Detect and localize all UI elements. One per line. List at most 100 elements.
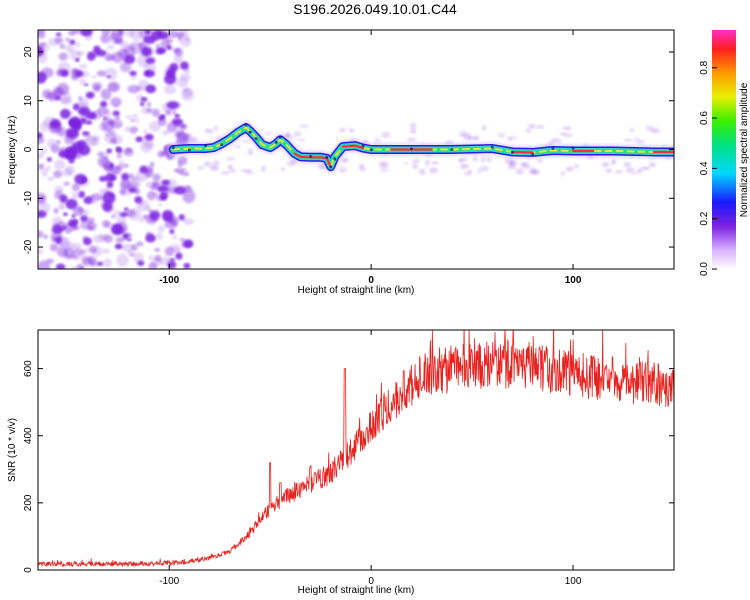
noise-speckle — [130, 118, 135, 123]
noise-speckle — [75, 57, 80, 62]
noise-speckle — [49, 243, 59, 252]
noise-speckle — [97, 107, 109, 115]
noise-speckle — [71, 266, 76, 269]
noise-speckle — [69, 50, 81, 61]
noise-speckle — [110, 175, 117, 181]
ridge-edge-dot — [278, 135, 282, 139]
noise-speckle — [143, 129, 148, 134]
noise-speckle — [640, 166, 650, 171]
snr-frame — [37, 329, 675, 571]
noise-speckle — [54, 159, 66, 170]
noise-speckle — [183, 67, 190, 74]
noise-speckle — [190, 136, 198, 143]
noise-speckle — [145, 205, 152, 212]
noise-speckle — [177, 164, 183, 170]
spectrogram-y-axis-label: Frequency (Hz) — [7, 116, 18, 185]
noise-speckle — [69, 39, 76, 45]
noise-speckle — [85, 147, 92, 153]
noise-speckle — [98, 175, 108, 182]
noise-speckle — [139, 30, 151, 38]
noise-speckle — [55, 32, 62, 37]
noise-speckle — [122, 163, 129, 168]
ridge-edge-dot — [171, 146, 175, 150]
noise-speckle — [72, 191, 80, 200]
noise-speckle — [136, 241, 144, 247]
noise-speckle — [602, 162, 608, 168]
noise-speckle — [41, 168, 48, 177]
ridge-edge-dot — [329, 165, 333, 169]
noise-speckle — [181, 167, 187, 171]
noise-speckle — [296, 138, 306, 142]
noise-speckle — [71, 68, 78, 74]
ridge-edge-dot — [551, 146, 555, 150]
noise-speckle — [169, 229, 175, 235]
noise-speckle — [182, 263, 188, 268]
noise-speckle — [467, 168, 473, 176]
noise-speckle — [381, 131, 391, 138]
noise-speckle — [172, 109, 177, 115]
noise-speckle — [55, 139, 61, 145]
snr-x-ticks: -100 0 100 — [159, 330, 582, 587]
noise-speckle — [62, 212, 68, 217]
noise-speckle — [183, 218, 194, 226]
spectrogram-y-tick-label: 20 — [23, 46, 34, 58]
noise-speckle — [166, 121, 178, 133]
noise-speckle — [118, 48, 128, 59]
noise-speckle — [49, 121, 55, 128]
noise-speckle — [38, 248, 44, 255]
noise-speckle — [129, 70, 137, 76]
noise-speckle — [114, 36, 123, 44]
noise-speckle — [77, 98, 90, 112]
noise-speckle — [479, 165, 490, 172]
noise-speckle — [116, 222, 128, 234]
noise-speckle — [55, 263, 66, 269]
noise-speckle — [71, 73, 79, 81]
noise-speckle — [71, 141, 82, 149]
noise-speckle — [38, 132, 43, 139]
noise-speckle — [175, 252, 183, 260]
noise-speckle — [156, 232, 163, 240]
ridge-edge-dot — [510, 150, 514, 154]
noise-speckle — [535, 125, 545, 129]
ridge-edge-dot — [333, 157, 337, 161]
noise-speckle — [43, 234, 49, 239]
noise-speckle — [349, 128, 355, 133]
noise-speckle — [74, 41, 81, 48]
noise-speckle — [101, 152, 110, 159]
noise-speckle — [486, 156, 493, 163]
spectrogram-x-tick-label: -100 — [159, 275, 179, 286]
noise-speckle — [98, 123, 109, 132]
noise-speckle — [634, 137, 640, 144]
noise-speckle — [146, 102, 152, 107]
noise-speckle — [166, 101, 180, 110]
noise-speckle — [72, 115, 84, 129]
noise-speckle — [176, 77, 189, 88]
noise-speckle — [429, 167, 438, 174]
noise-speckle — [125, 115, 132, 120]
noise-speckle — [298, 124, 309, 128]
noise-speckle — [124, 209, 136, 217]
ridge-edge-dot — [369, 148, 373, 152]
noise-speckle — [121, 243, 134, 253]
ridge-edge-dot — [410, 147, 414, 151]
snr-panel: -100 0 100 0 200 400 600 Height of straight l… — [7, 329, 675, 596]
noise-speckle — [65, 37, 70, 43]
noise-speckle — [293, 131, 302, 137]
noise-speckle — [115, 236, 124, 244]
noise-speckle — [121, 172, 130, 181]
noise-speckle — [124, 30, 135, 37]
noise-speckle — [157, 203, 162, 207]
noise-speckle — [148, 255, 154, 260]
noise-speckle — [562, 126, 572, 131]
noise-speckle — [143, 46, 155, 58]
noise-speckle — [41, 67, 54, 78]
noise-speckle — [103, 116, 108, 120]
noise-speckle — [154, 247, 161, 252]
snr-y-tick-label: 200 — [23, 494, 34, 511]
noise-speckle — [209, 164, 219, 172]
noise-speckle — [135, 119, 140, 124]
snr-series-line — [38, 330, 674, 568]
snr-y-tick-label: 0 — [23, 567, 34, 573]
noise-speckle — [507, 136, 513, 142]
